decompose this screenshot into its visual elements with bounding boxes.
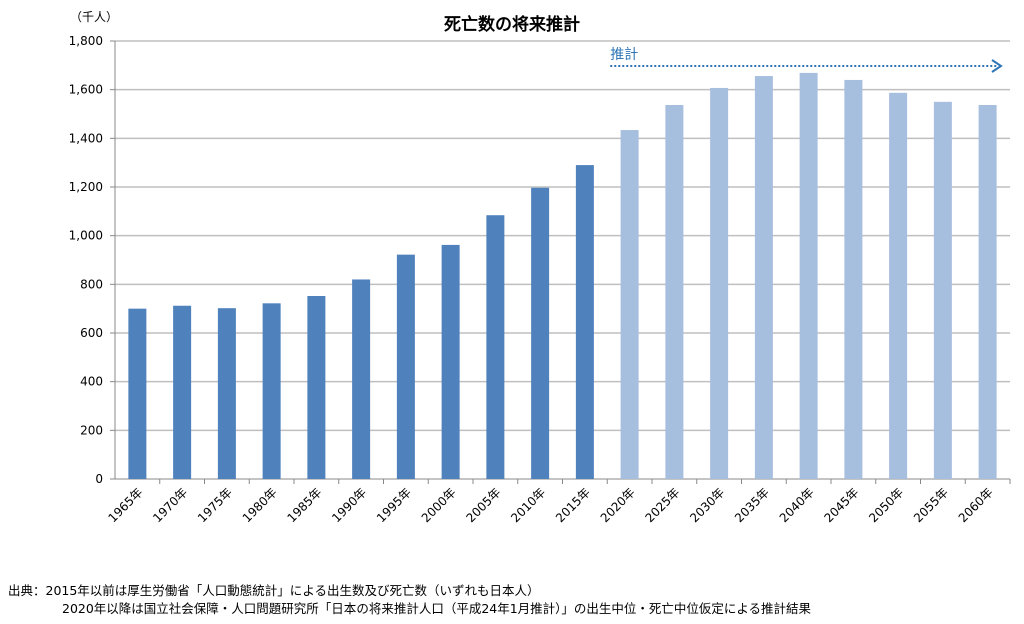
x-tick-label: 2045年 [822, 485, 862, 525]
x-tick-label: 2000年 [419, 485, 459, 525]
x-tick-label: 2005年 [464, 485, 504, 525]
x-tick-label: 1975年 [195, 485, 235, 525]
bar-2035年 [754, 76, 773, 479]
bar-2030年 [710, 87, 729, 480]
x-tick-label: 2010年 [508, 485, 548, 525]
source-note-line-1: 出典：2015年以前は厚生労働省「人口動態統計」による出生数及び死亡数（いずれも… [8, 583, 540, 598]
bar-2000年 [441, 244, 460, 479]
x-tick-label: 1970年 [150, 485, 190, 525]
x-tick-label: 1980年 [240, 485, 280, 525]
bar-1985年 [307, 296, 326, 479]
x-tick-label: 2060年 [956, 485, 996, 525]
y-tick-label: 1,600 [69, 83, 103, 97]
bar-1970年 [173, 305, 192, 479]
x-tick-label: 1990年 [329, 485, 369, 525]
x-tick-label: 2015年 [553, 485, 593, 525]
x-tick-label: 1965年 [106, 485, 146, 525]
x-tick-label: 2055年 [911, 485, 951, 525]
bar-2010年 [531, 187, 550, 480]
source-note-line-2: 2020年以降は国立社会保障・人口問題研究所「日本の将来推計人口（平成24年1月… [62, 601, 812, 616]
x-tick-label: 2040年 [777, 485, 817, 525]
y-tick-label: 800 [80, 277, 103, 291]
y-tick-label: 0 [95, 472, 103, 486]
bar-1990年 [352, 279, 371, 479]
bar-2020年 [620, 130, 639, 479]
arrow-head-icon [991, 59, 1003, 73]
y-axis-unit-label: （千人） [70, 10, 119, 24]
x-tick-label: 2020年 [598, 485, 638, 525]
chart-title: 死亡数の将来推計 [444, 15, 580, 35]
y-tick-label: 1,400 [69, 131, 103, 145]
bar-2005年 [486, 215, 505, 479]
y-tick-label: 1,200 [69, 180, 103, 194]
x-tick-label: 1995年 [374, 485, 414, 525]
bar-1980年 [262, 303, 281, 479]
y-tick-label: 200 [80, 423, 103, 437]
x-tick-label: 1985年 [285, 485, 325, 525]
bar-2025年 [665, 104, 684, 479]
y-tick-label: 600 [80, 326, 103, 340]
bar-2040年 [799, 72, 818, 480]
bar-2050年 [889, 92, 908, 479]
bar-1995年 [396, 254, 415, 479]
projection-label: 推計 [610, 47, 638, 63]
bar-2055年 [933, 101, 952, 479]
y-tick-label: 1,000 [69, 229, 103, 243]
x-tick-label: 2050年 [866, 485, 906, 525]
x-tick-label: 2025年 [643, 485, 683, 525]
x-tick-label: 2030年 [687, 485, 727, 525]
bar-2060年 [978, 104, 997, 479]
bar-1975年 [217, 308, 236, 479]
bar-2045年 [844, 79, 863, 479]
bar-1965年 [128, 308, 147, 479]
y-tick-label: 1,800 [69, 34, 103, 48]
x-tick-label: 2035年 [732, 485, 772, 525]
bar-2015年 [575, 165, 594, 479]
y-tick-label: 400 [80, 375, 103, 389]
